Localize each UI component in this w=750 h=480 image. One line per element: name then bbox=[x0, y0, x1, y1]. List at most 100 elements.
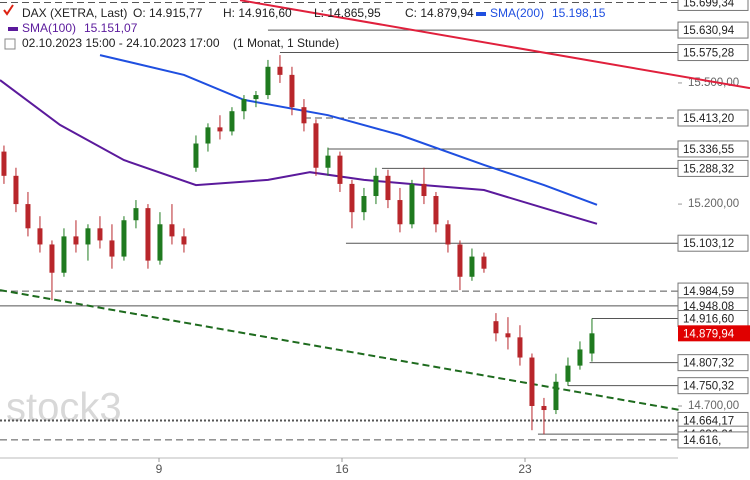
candle-body bbox=[565, 365, 571, 382]
candle-body bbox=[121, 220, 127, 257]
low: L: 14.865,95 bbox=[314, 6, 381, 20]
legend-name: SMA(100) bbox=[22, 21, 76, 35]
candle-body bbox=[61, 236, 67, 273]
level-label: 14.750,32 bbox=[683, 381, 734, 393]
level-label: 15.288,32 bbox=[683, 163, 734, 175]
candle-body bbox=[373, 175, 379, 197]
legend-value: 15.151,07 bbox=[84, 21, 138, 35]
level-label: 14.948,08 bbox=[683, 301, 734, 313]
candle-body bbox=[169, 224, 175, 237]
level-box bbox=[677, 431, 749, 449]
level-label: 15.103,12 bbox=[683, 238, 734, 250]
candle-body bbox=[577, 349, 583, 366]
candle-body bbox=[241, 99, 247, 112]
header: DAX (XETRA, Last) O: 14.915,77 H: 14.916… bbox=[3, 4, 606, 50]
open: O: 14.915,77 bbox=[133, 6, 203, 20]
candle-body bbox=[73, 236, 79, 245]
candle-body bbox=[505, 333, 511, 338]
candle-body bbox=[313, 123, 319, 168]
candle-body bbox=[1, 151, 7, 176]
level-label: 15.575,28 bbox=[683, 48, 734, 60]
level-label: 15.699,34 bbox=[683, 0, 735, 9]
candle-body bbox=[445, 224, 451, 245]
logo-icon bbox=[3, 4, 14, 16]
level-label: 15.413,20 bbox=[683, 113, 734, 125]
level-label: 14.807,32 bbox=[683, 358, 734, 370]
candle-body bbox=[133, 208, 139, 221]
level-label: 14.916,60 bbox=[683, 314, 734, 326]
y-tick-label: 14.700,00 bbox=[688, 400, 739, 412]
candle-body bbox=[265, 66, 271, 96]
high: H: 14.916,60 bbox=[223, 6, 292, 20]
y-tick-label: 15.200,00 bbox=[688, 198, 739, 210]
candle-body bbox=[397, 200, 403, 225]
level-box bbox=[677, 140, 749, 158]
candle-body bbox=[253, 95, 259, 100]
candle-body bbox=[481, 256, 487, 269]
checkbox[interactable] bbox=[4, 38, 16, 50]
candle-body bbox=[301, 107, 307, 124]
x-tick-label: 23 bbox=[518, 462, 532, 476]
candle-body bbox=[145, 208, 151, 261]
candle-body bbox=[181, 236, 187, 245]
level-label: 14.616, bbox=[683, 435, 721, 447]
candle-body bbox=[421, 183, 427, 197]
level-label: 15.336,55 bbox=[683, 144, 734, 156]
level-box bbox=[677, 377, 749, 395]
level-box bbox=[677, 0, 749, 11]
level-box bbox=[677, 44, 749, 62]
candle-body bbox=[529, 357, 535, 406]
candle-body bbox=[49, 244, 55, 273]
interval: (1 Monat, 1 Stunde) bbox=[233, 36, 339, 50]
candle-body bbox=[205, 127, 211, 144]
candle-body bbox=[457, 244, 463, 277]
candle-body bbox=[589, 333, 595, 354]
last-price-box bbox=[678, 325, 750, 342]
candle-body bbox=[409, 183, 415, 225]
level-box bbox=[677, 354, 749, 372]
range: 02.10.2023 15:00 - 24.10.2023 17:00 bbox=[22, 36, 220, 50]
candle-body bbox=[469, 256, 475, 277]
symbol: DAX (XETRA, Last) bbox=[22, 6, 127, 20]
candle-body bbox=[361, 196, 367, 213]
candle-body bbox=[193, 143, 199, 168]
level-box bbox=[677, 109, 749, 127]
watermark: stock3 bbox=[6, 386, 122, 430]
candle-body bbox=[37, 228, 43, 245]
candle-body bbox=[25, 204, 31, 229]
candle-body bbox=[517, 337, 523, 358]
candle-body bbox=[553, 381, 559, 411]
close: C: 14.879,94 bbox=[405, 6, 474, 20]
level-label: 14.984,59 bbox=[683, 286, 734, 298]
candle-body bbox=[337, 155, 343, 184]
candle-body bbox=[325, 155, 331, 168]
legend-value: 15.198,15 bbox=[552, 6, 606, 20]
level-box bbox=[677, 21, 749, 39]
last-price-label: 14.879,94 bbox=[683, 328, 735, 340]
candle-body bbox=[217, 127, 223, 132]
candle-body bbox=[277, 66, 283, 75]
indicator-line bbox=[239, 0, 750, 90]
candle-body bbox=[109, 240, 115, 257]
candle-body bbox=[433, 196, 439, 225]
candle-body bbox=[349, 183, 355, 213]
candle-body bbox=[85, 228, 91, 245]
candle-body bbox=[13, 175, 19, 205]
candle-body bbox=[385, 175, 391, 201]
legend-swatch bbox=[8, 27, 18, 31]
legend-swatch bbox=[476, 12, 486, 16]
candle-body bbox=[493, 321, 499, 334]
level-box bbox=[677, 159, 749, 177]
candle-body bbox=[157, 224, 163, 261]
candle-body bbox=[229, 111, 235, 132]
candle-body bbox=[289, 74, 295, 108]
level-label: 15.630,94 bbox=[683, 25, 735, 37]
level-box bbox=[677, 234, 749, 252]
level-label: 14.664,17 bbox=[683, 415, 734, 427]
x-tick-label: 9 bbox=[156, 462, 163, 476]
indicator-line bbox=[0, 289, 681, 411]
x-tick-label: 16 bbox=[335, 462, 349, 476]
candle-body bbox=[541, 405, 547, 411]
indicator-line bbox=[99, 54, 598, 206]
